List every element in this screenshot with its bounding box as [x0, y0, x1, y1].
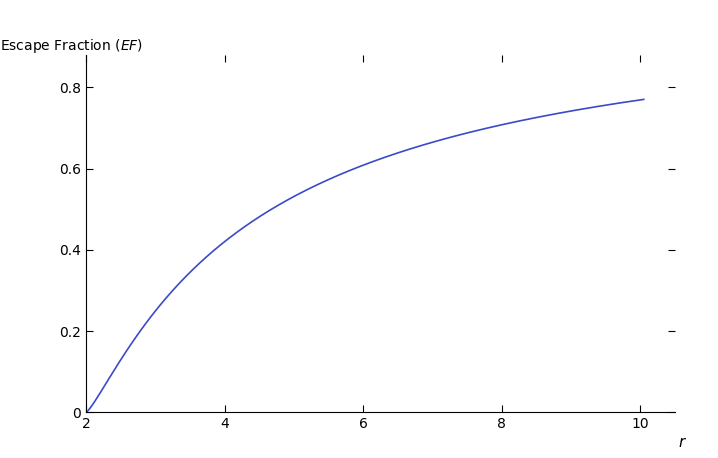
Text: Escape Fraction ($EF$): Escape Fraction ($EF$): [0, 37, 143, 55]
Text: $r$: $r$: [679, 435, 687, 450]
